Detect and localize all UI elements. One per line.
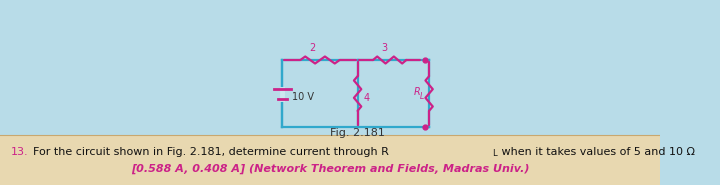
Text: L: L — [492, 149, 497, 158]
Bar — [0, 135, 660, 185]
Text: 3: 3 — [381, 43, 387, 53]
Text: 13.: 13. — [11, 147, 29, 157]
Text: L: L — [420, 92, 424, 101]
Text: 2: 2 — [310, 43, 316, 53]
Text: when it takes values of 5 and 10 Ω: when it takes values of 5 and 10 Ω — [498, 147, 695, 157]
Text: Fig. 2.181: Fig. 2.181 — [330, 128, 385, 138]
Text: R: R — [413, 87, 420, 97]
Text: 10 V: 10 V — [292, 92, 315, 102]
Text: 4: 4 — [363, 92, 369, 102]
Text: [0.588 A, 0.408 A] (Network Theorem and Fields, Madras Univ.): [0.588 A, 0.408 A] (Network Theorem and … — [131, 164, 529, 174]
Text: For the circuit shown in Fig. 2.181, determine current through R: For the circuit shown in Fig. 2.181, det… — [26, 147, 389, 157]
